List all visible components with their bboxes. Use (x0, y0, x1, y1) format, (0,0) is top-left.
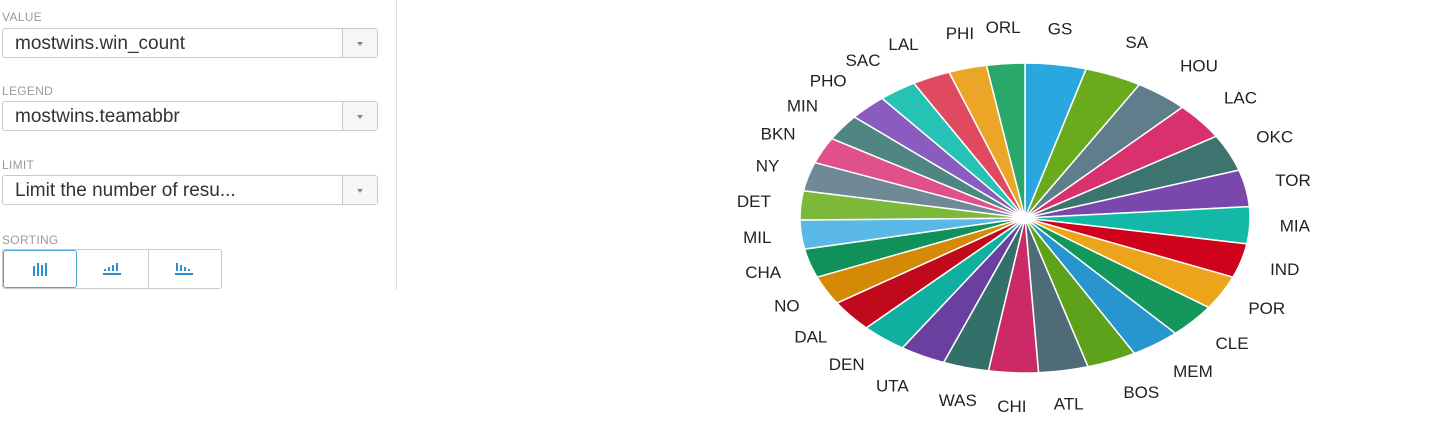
slice-label: MIA (1280, 216, 1311, 235)
slice-label: SA (1125, 33, 1148, 52)
pie-slice (901, 217, 1026, 364)
pie-slice (803, 217, 1026, 279)
pie-slice (1024, 62, 1088, 219)
slice-label: OKC (1256, 127, 1293, 146)
legend-dropdown[interactable]: mostwins.teamabbr (2, 101, 378, 131)
limit-label: LIMIT (2, 158, 35, 172)
slice-label: ATL (1054, 395, 1084, 414)
slice-label: POR (1248, 299, 1285, 318)
value-label: VALUE (2, 10, 42, 24)
legend-selected: mostwins.teamabbr (15, 106, 180, 127)
pie-slice (987, 217, 1040, 374)
pie-slice (942, 217, 1026, 372)
limit-dropdown[interactable]: Limit the number of resu... (2, 175, 378, 205)
slice-label: GS (1048, 19, 1073, 38)
slice-label: PHI (946, 24, 974, 43)
pie-slice (1024, 205, 1251, 245)
pie-slice (1024, 83, 1184, 219)
pie-slice (1024, 169, 1251, 219)
slice-label: SAC (846, 51, 881, 70)
slice-label: HOU (1180, 57, 1218, 76)
slice-label: UTA (876, 377, 909, 396)
slice-label: CHA (745, 263, 782, 282)
slice-label: CHI (997, 397, 1026, 416)
pie-slice (1024, 106, 1218, 219)
slice-label: MIL (743, 228, 771, 247)
pie-slice (880, 82, 1026, 219)
legend-label: LEGEND (2, 84, 54, 98)
sort-asc-button[interactable] (77, 250, 150, 288)
dropdown-arrow[interactable] (342, 29, 377, 57)
pie-slice (985, 62, 1026, 219)
pie-slice (799, 217, 1026, 250)
dropdown-arrow[interactable] (342, 102, 377, 130)
pie-slice (802, 161, 1026, 219)
pie-slice (835, 217, 1026, 329)
value-selected: mostwins.win_count (15, 33, 186, 54)
slice-label: CLE (1215, 334, 1248, 353)
icon (102, 263, 121, 275)
pie-slice (813, 137, 1026, 219)
slice-label: BKN (761, 125, 796, 144)
value-dropdown[interactable]: mostwins.win_count (2, 28, 378, 58)
pie-slice (853, 97, 1026, 219)
sort-desc-button[interactable] (149, 250, 221, 288)
slice-label: MIN (787, 96, 818, 115)
pie-slice (1024, 217, 1211, 335)
pie-slice (1024, 217, 1090, 374)
pie-slice (1024, 217, 1235, 309)
pie-slice (912, 71, 1026, 219)
slice-label: MEM (1173, 362, 1213, 381)
slice-label: LAC (1224, 89, 1257, 108)
pie-slice (1024, 217, 1136, 368)
limit-placeholder: Limit the number of resu... (15, 180, 236, 201)
slice-label: LAL (888, 35, 918, 54)
sorting-buttons (2, 249, 222, 289)
pie-slice (947, 64, 1026, 219)
slice-label: DET (737, 192, 771, 211)
slice-label: DEN (829, 355, 865, 374)
slice-label: WAS (939, 391, 977, 410)
pie-slice (815, 217, 1026, 304)
pie-slice (864, 217, 1026, 349)
slice-label: NY (756, 157, 780, 176)
divider (396, 0, 397, 290)
slice-label: IND (1270, 260, 1299, 279)
dropdown-arrow[interactable] (342, 176, 377, 204)
center-hole (1017, 212, 1033, 224)
slice-label: DAL (794, 328, 827, 347)
pie-slice (1024, 135, 1241, 219)
pie-slice (1024, 217, 1248, 279)
slice-label: BOS (1123, 383, 1159, 402)
sort-none-button[interactable] (3, 250, 77, 288)
slice-label: ORL (986, 18, 1021, 37)
sorting-label: SORTING (2, 233, 59, 247)
pie-slice (1024, 217, 1177, 355)
pie-slice (1024, 67, 1141, 219)
pie-slice (830, 116, 1026, 219)
slice-label: TOR (1275, 171, 1311, 190)
slice-label: NO (774, 296, 800, 315)
slice-label: PHO (810, 72, 847, 91)
icon (175, 263, 194, 275)
icon (32, 263, 47, 276)
pie-slice (799, 189, 1026, 221)
